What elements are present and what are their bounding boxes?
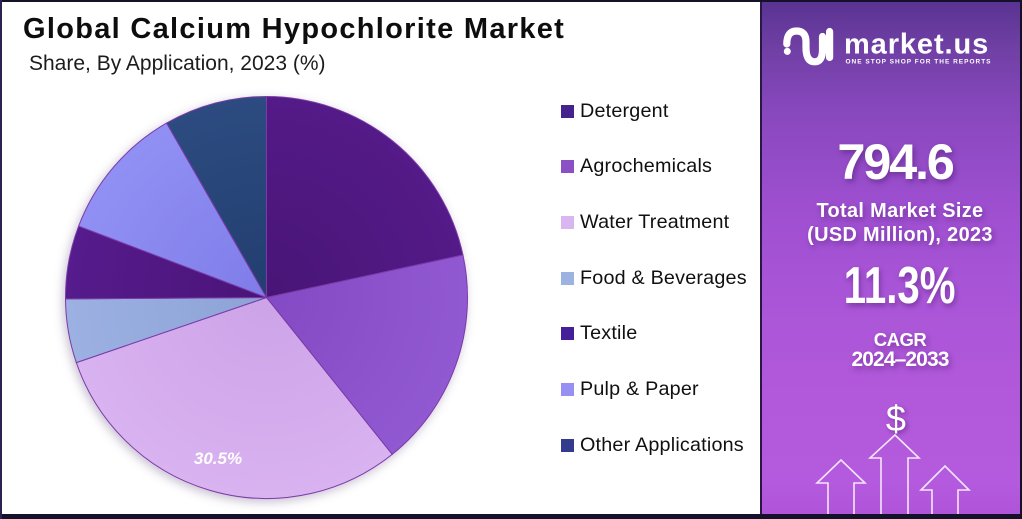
- svg-text:ONE STOP SHOP FOR THE REPORTS: ONE STOP SHOP FOR THE REPORTS: [846, 59, 992, 66]
- svg-text:market.us: market.us: [844, 29, 989, 61]
- svg-text:$: $: [886, 398, 906, 439]
